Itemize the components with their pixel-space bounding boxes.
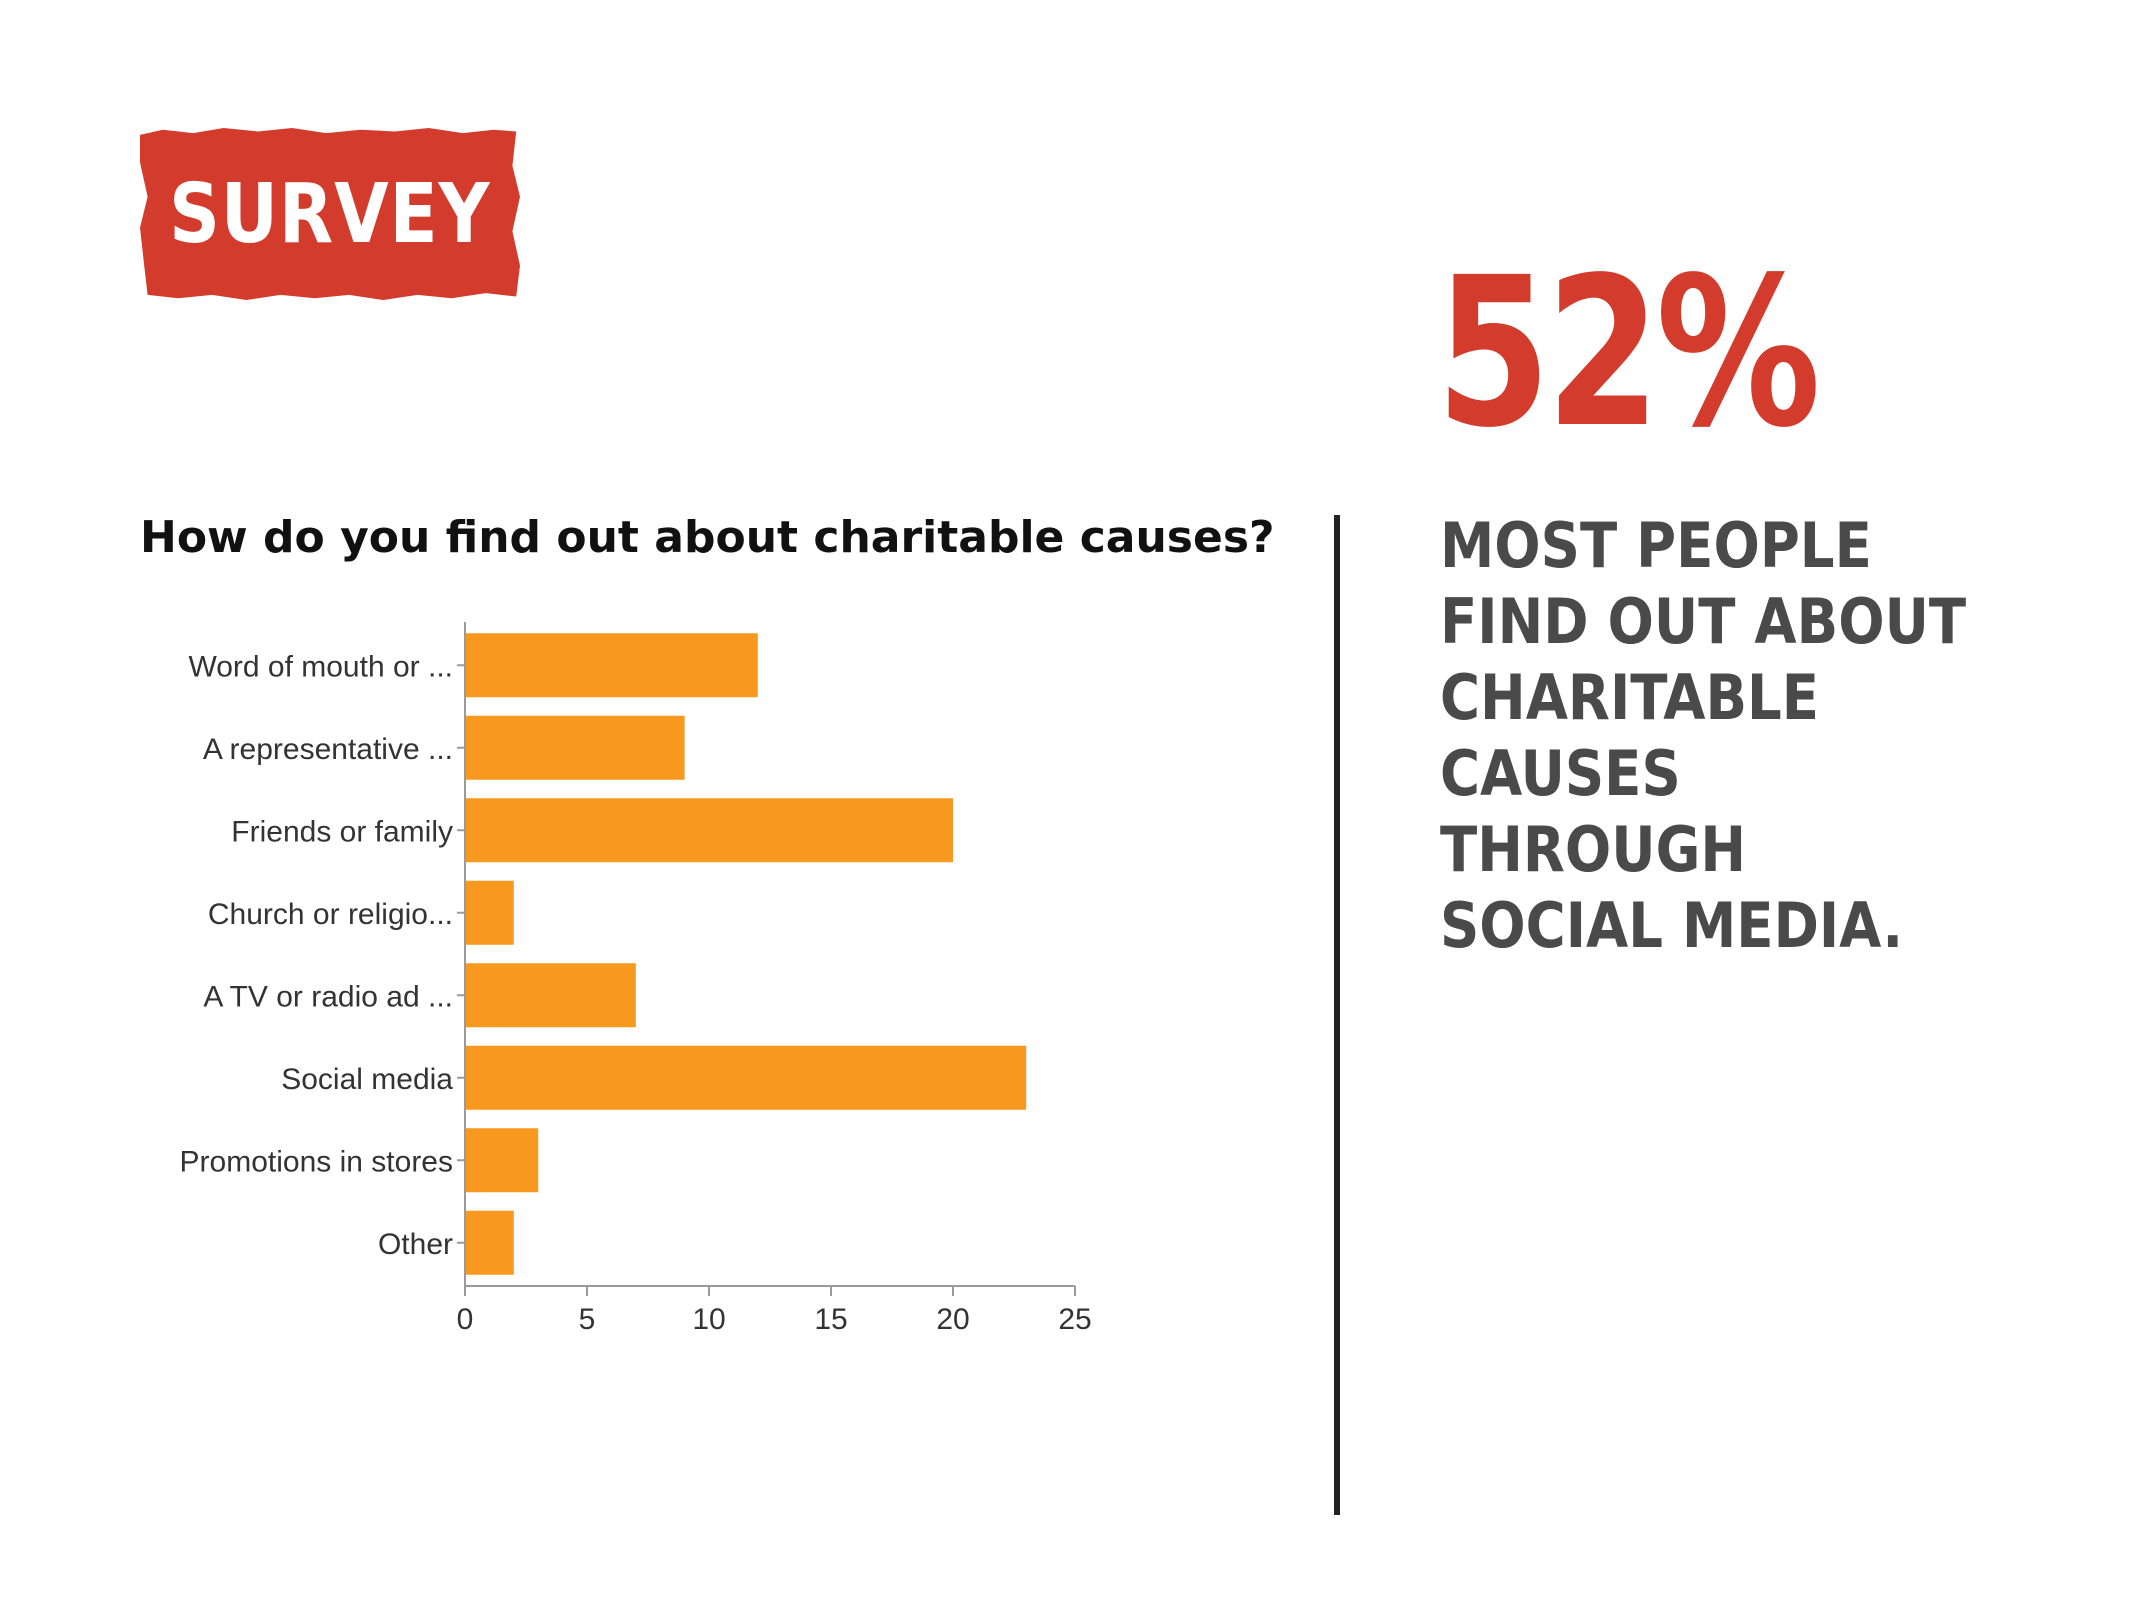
y-tick-label-7: Other [378, 1228, 453, 1261]
survey-badge: SURVEY [140, 128, 520, 300]
bar-1 [466, 715, 685, 780]
bar-7 [466, 1210, 514, 1275]
bar-3 [466, 880, 514, 945]
x-tick-label-1: 5 [579, 1303, 596, 1336]
survey-badge-label: SURVEY [169, 166, 491, 262]
x-tick-label-2: 10 [692, 1303, 725, 1336]
vertical-divider [1334, 515, 1340, 1515]
y-tick-label-0: Word of mouth or ... [188, 650, 453, 683]
x-tick-label-3: 15 [814, 1303, 847, 1336]
bar-6 [466, 1128, 539, 1193]
x-tick-label-4: 20 [936, 1303, 969, 1336]
y-tick-label-3: Church or religio... [208, 898, 453, 931]
key-statistic: 52% [1436, 233, 1821, 473]
bar-4 [466, 963, 636, 1028]
y-tick-label-6: Promotions in stores [180, 1145, 453, 1178]
bar-2 [466, 798, 953, 863]
y-tick-label-1: A representative ... [203, 733, 453, 766]
y-tick-label-2: Friends or family [231, 815, 453, 848]
headline-text: MOST PEOPLE FIND OUT ABOUT CHARITABLE CA… [1440, 509, 1967, 962]
bar-5 [466, 1045, 1027, 1110]
x-tick-label-5: 25 [1058, 1303, 1091, 1336]
x-tick-label-0: 0 [457, 1303, 474, 1336]
y-tick-label-4: A TV or radio ad ... [203, 980, 453, 1013]
bar-0 [466, 633, 758, 698]
chart-title: How do you find out about charitable cau… [140, 512, 1275, 563]
y-tick-label-5: Social media [281, 1063, 453, 1096]
